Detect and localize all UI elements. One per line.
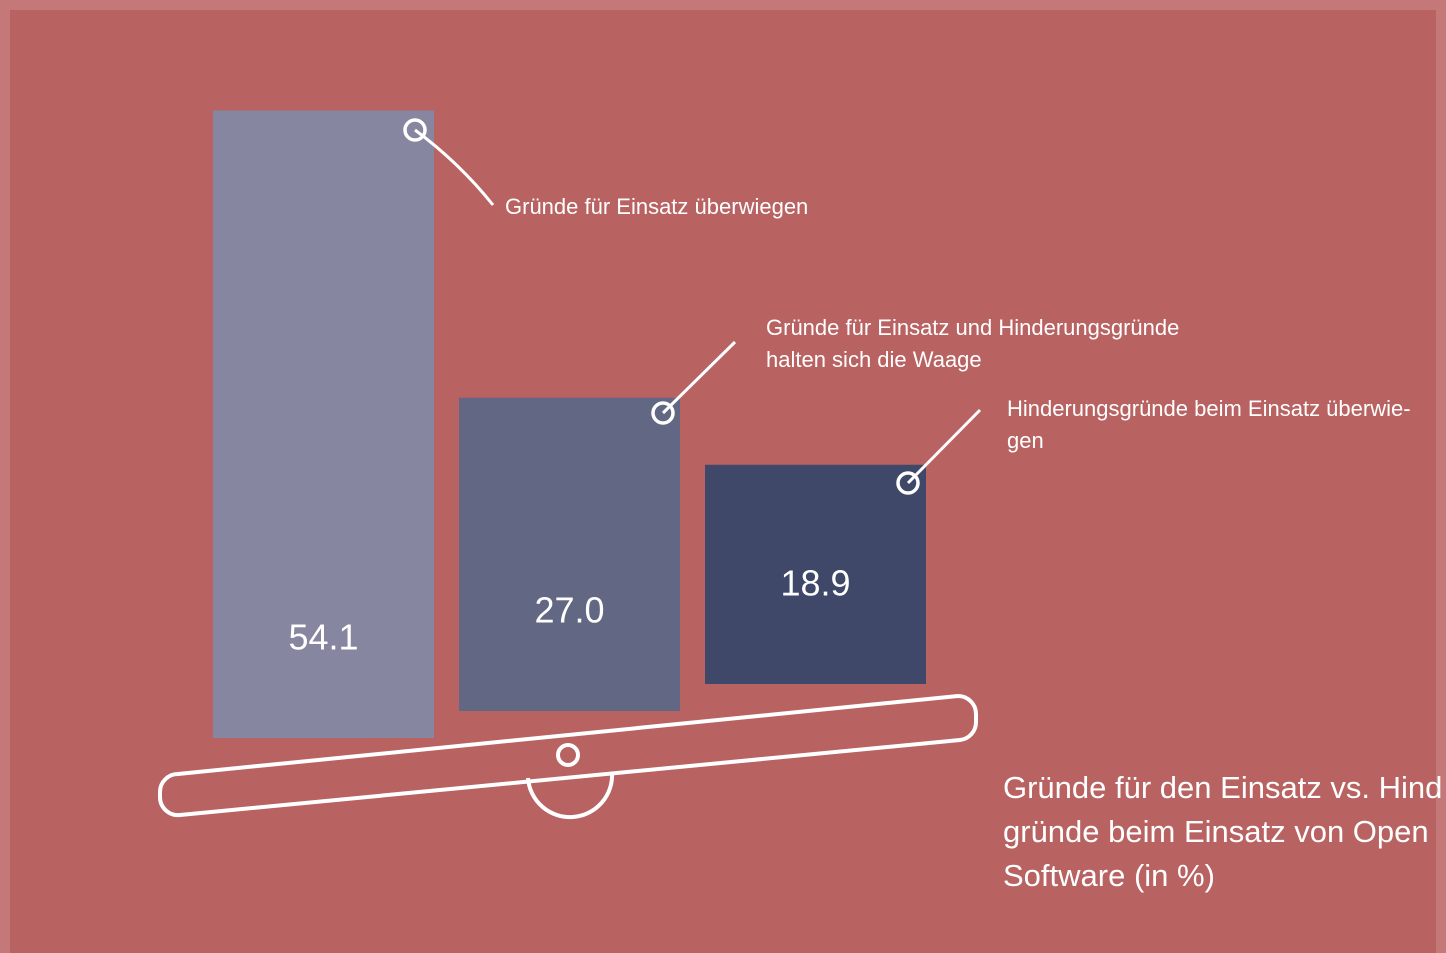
chart-title: Gründe für den Einsatz vs. Hind bbox=[1003, 770, 1442, 805]
callout-dot bbox=[651, 401, 675, 425]
category-label: Hinderungsgründe beim Einsatz überwie- bbox=[1007, 396, 1411, 421]
callout-line bbox=[906, 408, 982, 485]
value-label: 27.0 bbox=[534, 590, 604, 631]
category-label: halten sich die Waage bbox=[766, 347, 982, 372]
callout-dot bbox=[896, 471, 920, 495]
callout-dot bbox=[403, 118, 427, 142]
bar bbox=[459, 397, 680, 711]
chart-title: Software (in %) bbox=[1003, 858, 1215, 893]
value-label: 54.1 bbox=[288, 617, 358, 658]
category-label: gen bbox=[1007, 428, 1044, 453]
fulcrum bbox=[526, 771, 615, 820]
bar bbox=[705, 464, 926, 684]
value-label: 18.9 bbox=[780, 563, 850, 604]
beam bbox=[157, 693, 979, 818]
callout-line bbox=[661, 340, 737, 415]
seesaw bbox=[157, 693, 979, 820]
bar bbox=[213, 110, 434, 738]
chart-title: gründe beim Einsatz von Open bbox=[1003, 814, 1429, 849]
category-label: Gründe für Einsatz überwiegen bbox=[505, 194, 808, 219]
pivot bbox=[556, 743, 580, 767]
category-label: Gründe für Einsatz und Hinderungsgründe bbox=[766, 315, 1179, 340]
